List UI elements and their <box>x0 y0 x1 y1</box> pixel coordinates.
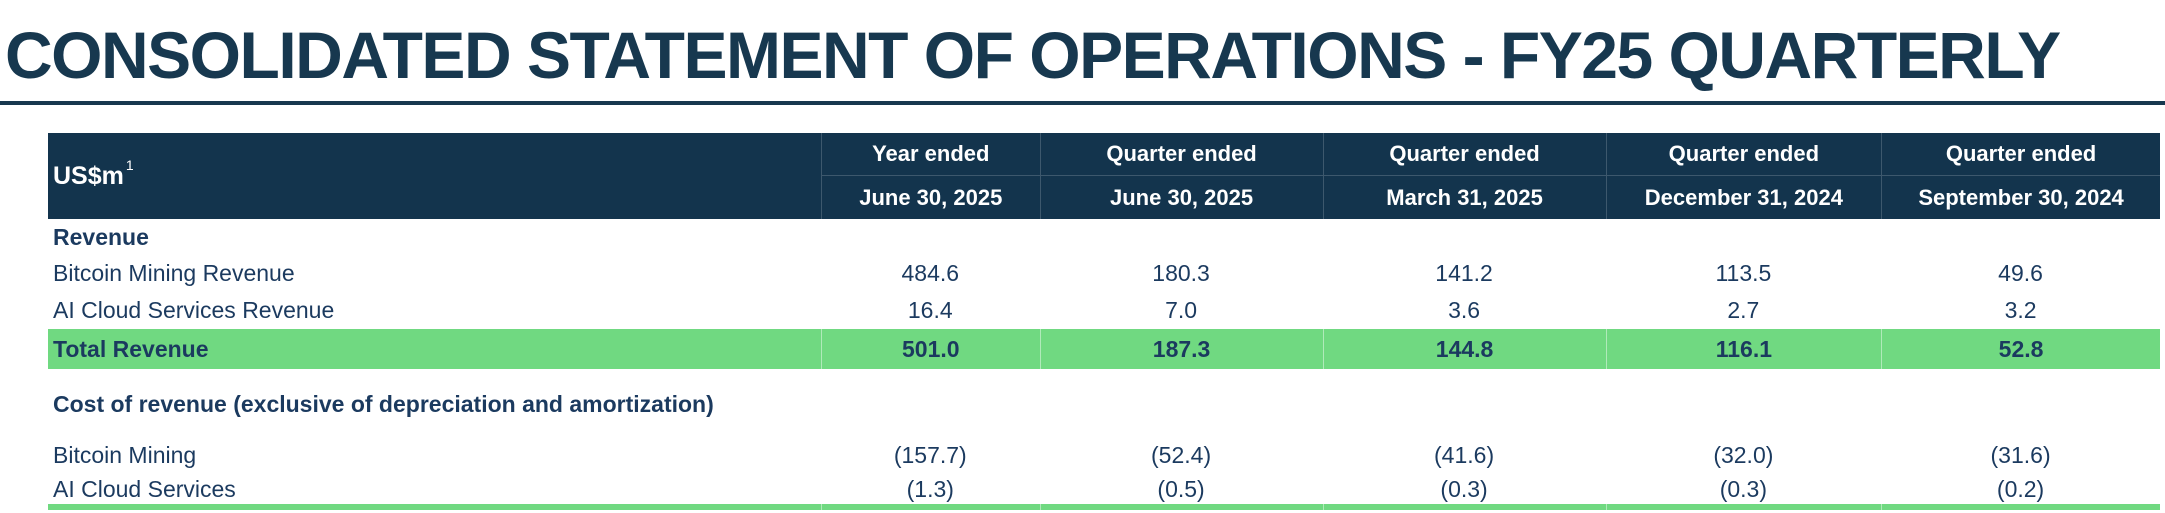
column-header-line2: March 31, 2025 <box>1386 184 1543 210</box>
value-cell: (31.6) <box>1990 442 2051 468</box>
page-title: CONSOLIDATED STATEMENT OF OPERATIONS - F… <box>5 17 2061 92</box>
row-ai-cloud-services-revenue: AI Cloud Services Revenue 16.4 7.0 3.6 2.7 3.… <box>48 292 2160 329</box>
section-label: Revenue <box>53 223 149 250</box>
section-label: Cost of revenue (exclusive of depreciati… <box>53 390 714 417</box>
row-label: Bitcoin Mining <box>53 442 197 468</box>
column-header-line2: June 30, 2025 <box>1110 184 1254 210</box>
value-cell: 2.7 <box>1727 297 1760 323</box>
value-cell: (32.0) <box>1713 442 1774 468</box>
value-cell: (0.3) <box>1440 475 1488 502</box>
row-bitcoin-mining-revenue: Bitcoin Mining Revenue 484.6 180.3 141.2 113… <box>48 255 2160 292</box>
section-cost-of-revenue: Cost of revenue (exclusive of depreciati… <box>48 386 2160 422</box>
value-cell: 187.3 <box>1039 329 1323 369</box>
value-cell: 141.2 <box>1435 260 1493 286</box>
unit-footnote-marker: 1 <box>125 157 134 173</box>
value-cell: 116.1 <box>1605 329 1882 369</box>
page-title-block: CONSOLIDATED STATEMENT OF OPERATIONS - F… <box>0 0 2165 101</box>
column-header-line1: Year ended <box>821 133 1040 176</box>
column-header-line1: Quarter ended <box>1606 133 1882 176</box>
row-label: AI Cloud Services Revenue <box>53 297 335 323</box>
value-cell: (0.5) <box>1157 475 1205 502</box>
table-header-row: US$m 1 Year ended June 30, 2025 Quarter e… <box>48 133 2160 219</box>
statement-of-operations-table: US$m 1 Year ended June 30, 2025 Quarter e… <box>48 133 2160 510</box>
row-label <box>48 504 821 510</box>
value-cell <box>1881 504 2160 510</box>
row-total-revenue: Total Revenue 501.0 187.3 144.8 116.1 52.8 <box>48 329 2160 369</box>
value-cell: 3.6 <box>1448 297 1481 323</box>
column-header-quarter-ended-september-2024: Quarter ended September 30, 2024 <box>1881 133 2160 219</box>
unit-label: US$m <box>53 161 124 190</box>
row-ai-cloud-services-cost: AI Cloud Services (1.3) (0.5) (0.3) (0.3) (0.… <box>48 474 2160 504</box>
value-cell <box>1322 504 1606 510</box>
value-cell: (0.2) <box>1996 475 2045 502</box>
value-cell: (52.4) <box>1151 442 1212 468</box>
row-next-total-partially-visible <box>48 504 2160 510</box>
value-cell: 49.6 <box>1998 260 2043 286</box>
value-cell: 501.0 <box>820 329 1040 369</box>
row-label: Total Revenue <box>53 335 209 362</box>
column-header-line2: September 30, 2024 <box>1918 184 2124 210</box>
column-header-line2: June 30, 2025 <box>859 184 1003 210</box>
value-cell: (41.6) <box>1434 442 1495 468</box>
row-bitcoin-mining-cost: Bitcoin Mining (157.7) (52.4) (41.6) (32.0) (… <box>48 437 2160 474</box>
value-cell: 16.4 <box>907 297 953 323</box>
value-cell: (157.7) <box>893 442 967 468</box>
row-label: Bitcoin Mining Revenue <box>53 260 295 286</box>
column-header-line1: Quarter ended <box>1882 133 2160 176</box>
column-header-line2: December 31, 2024 <box>1644 184 1843 210</box>
value-cell: 484.6 <box>901 260 960 286</box>
value-cell <box>1605 504 1882 510</box>
unit-header-cell: US$m 1 <box>48 133 821 219</box>
column-header-year-ended-june-2025: Year ended June 30, 2025 <box>820 133 1040 219</box>
value-cell: (1.3) <box>906 475 954 502</box>
column-header-line1: Quarter ended <box>1323 133 1606 176</box>
column-header-quarter-ended-march-2025: Quarter ended March 31, 2025 <box>1322 133 1606 219</box>
value-cell: 52.8 <box>1881 329 2160 369</box>
value-cell: 180.3 <box>1152 260 1210 286</box>
column-header-line1: Quarter ended <box>1040 133 1323 176</box>
value-cell: (0.3) <box>1719 475 1768 502</box>
value-cell <box>820 504 1040 510</box>
section-revenue: Revenue <box>48 219 2160 255</box>
value-cell: 144.8 <box>1322 329 1606 369</box>
value-cell: 7.0 <box>1165 297 1198 323</box>
table-body: Revenue Bitcoin Mining Revenue 484.6 180.3 1… <box>48 219 2160 510</box>
value-cell: 113.5 <box>1715 260 1772 286</box>
value-cell: 3.2 <box>2004 297 2037 323</box>
value-cell <box>1039 504 1323 510</box>
column-header-quarter-ended-december-2024: Quarter ended December 31, 2024 <box>1605 133 1882 219</box>
row-label: AI Cloud Services <box>53 475 236 502</box>
column-header-quarter-ended-june-2025: Quarter ended June 30, 2025 <box>1039 133 1323 219</box>
title-underline-rule <box>0 101 2165 105</box>
